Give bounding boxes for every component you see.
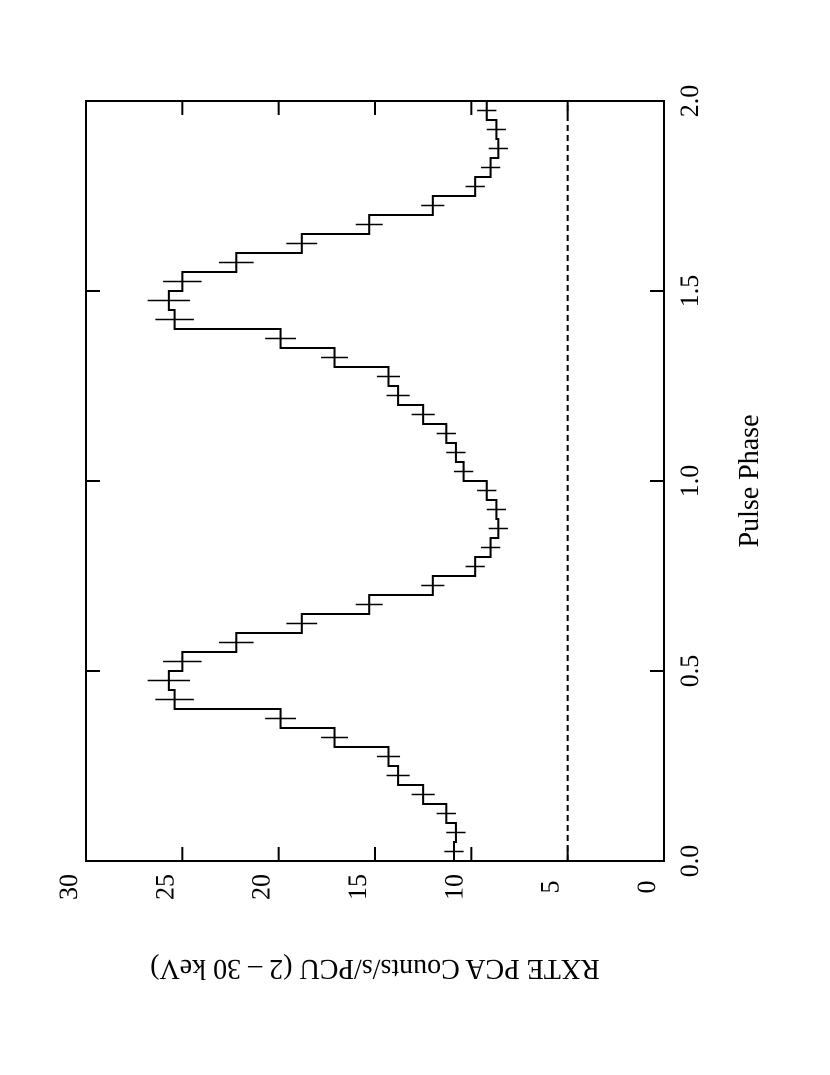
phase-tick-label: 2.0 (675, 85, 704, 118)
y-axis-label: RXTE PCA Counts/s/PCU (2 – 30 keV) (150, 953, 600, 984)
phase-tick-label: 0.5 (675, 655, 704, 688)
count-tick-label: 0 (632, 881, 661, 894)
phase-tick-label: 1.5 (675, 275, 704, 308)
error-bars (147, 101, 508, 861)
count-tick-label: 30 (54, 874, 83, 900)
tick-labels: 0.0 0.5 1.0 1.5 2.0 0 5 10 15 20 25 30 (54, 85, 704, 900)
count-tick-label: 20 (247, 874, 276, 900)
count-tick-label: 25 (150, 874, 179, 900)
count-tick-label: 15 (343, 874, 372, 900)
phase-tick-label: 1.0 (675, 465, 704, 498)
histogram-step-line (167, 101, 500, 861)
count-tick-label: 5 (536, 881, 565, 894)
x-axis-label: Pulse Phase (734, 415, 765, 548)
phase-tick-label: 0.0 (675, 845, 704, 878)
count-tick-label: 10 (439, 874, 468, 900)
